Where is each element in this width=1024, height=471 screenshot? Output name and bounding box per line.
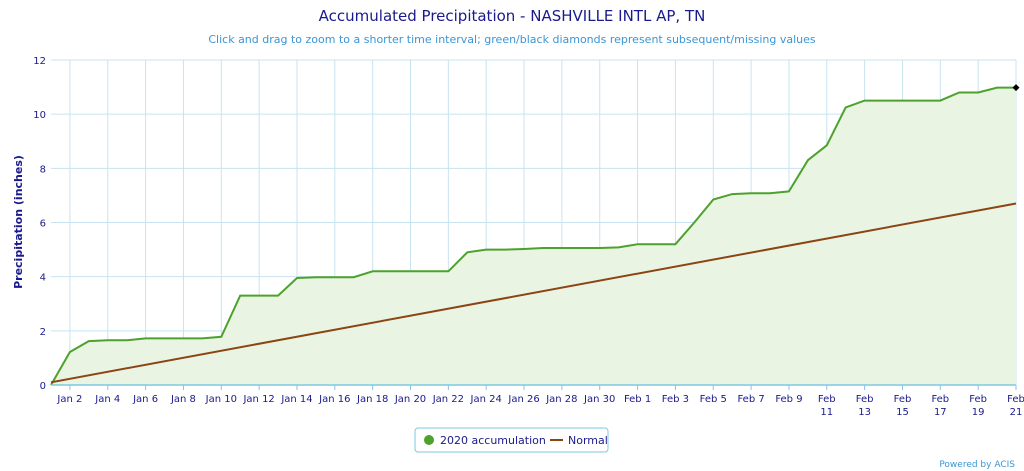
legend[interactable]: 2020 accumulation Normal [414, 427, 609, 453]
x-tick-label: Jan 22 [432, 394, 464, 405]
x-tick-label: Jan 30 [583, 394, 615, 405]
y-tick-label: 12 [33, 56, 46, 67]
x-tick-label: 21 [1010, 407, 1023, 418]
chart-subtitle: Click and drag to zoom to a shorter time… [208, 33, 816, 46]
x-axis-ticks: Jan 2 Jan 4 Jan 6 Jan 8 Jan 10 Jan 12 Jan 14 Ja… [56, 385, 1024, 418]
end-diamond-marker [1012, 84, 1020, 92]
legend-label-2020-accumulation[interactable]: 2020 accumulation [440, 434, 546, 447]
area-fill-2020-accumulation [51, 87, 1016, 385]
legend-box [414, 427, 609, 453]
x-tick-label: Feb [931, 394, 949, 405]
x-tick-label: Jan 2 [56, 394, 82, 405]
y-tick-label: 6 [40, 219, 46, 230]
credit-link[interactable]: Powered by ACIS [939, 460, 1015, 470]
x-tick-label: 15 [896, 407, 909, 418]
x-tick-label: Jan 10 [205, 394, 237, 405]
x-tick-label: Jan 4 [94, 394, 120, 405]
y-axis-label: Precipitation (inches) [12, 155, 25, 289]
x-tick-label: Feb 1 [624, 394, 651, 405]
x-tick-label: Jan 8 [170, 394, 196, 405]
x-tick-label: Feb [969, 394, 987, 405]
x-tick-label: 17 [934, 407, 947, 418]
y-tick-label: 8 [40, 164, 46, 175]
legend-marker-2020-accumulation[interactable] [424, 435, 434, 445]
legend-label-normal[interactable]: Normal [568, 434, 608, 447]
x-tick-label: Feb 3 [662, 394, 689, 405]
series-line-2020-accumulation[interactable] [50, 86, 1016, 386]
y-tick-label: 4 [40, 273, 46, 284]
x-tick-label: Jan 12 [242, 394, 274, 405]
x-tick-label: Jan 18 [356, 394, 388, 405]
x-tick-label: Jan 6 [132, 394, 158, 405]
y-tick-label: 2 [40, 327, 46, 338]
x-tick-label: Feb [818, 394, 836, 405]
x-tick-label: Jan 28 [545, 394, 577, 405]
x-tick-label: Feb 7 [737, 394, 764, 405]
series-lines[interactable] [50, 86, 1017, 386]
x-tick-label: Jan 14 [280, 394, 312, 405]
series-line-normal[interactable] [50, 202, 1017, 384]
x-tick-label: Jan 20 [394, 394, 426, 405]
x-tick-label: Feb [894, 394, 912, 405]
y-tick-label: 10 [33, 110, 46, 121]
x-tick-label: Jan 26 [507, 394, 539, 405]
x-tick-label: Feb [856, 394, 874, 405]
x-tick-label: Jan 16 [318, 394, 350, 405]
x-tick-label: 13 [858, 407, 871, 418]
x-tick-label: Feb [1007, 394, 1024, 405]
x-tick-label: Jan 24 [470, 394, 502, 405]
x-tick-label: Feb 9 [775, 394, 802, 405]
y-tick-label: 0 [40, 381, 46, 392]
x-tick-label: Feb 5 [700, 394, 727, 405]
x-tick-label: 11 [820, 407, 833, 418]
y-axis-ticks: 0 2 4 6 8 10 12 [33, 56, 46, 392]
series-area-fill [51, 87, 1016, 385]
x-tick-label: 19 [972, 407, 985, 418]
data-markers [1012, 84, 1020, 92]
chart-title: Accumulated Precipitation - NASHVILLE IN… [319, 7, 706, 25]
